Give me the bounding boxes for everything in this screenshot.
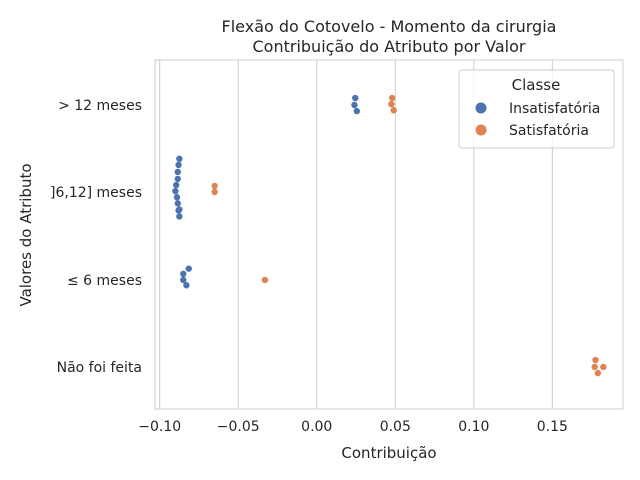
data-point [353,107,361,115]
data-point [180,276,187,284]
legend-label-satisfatoria: Satisfatória [509,123,589,139]
x-tick-label: −0.05 [217,419,260,435]
data-point [185,265,192,272]
x-tick-label: 0.15 [537,419,568,435]
data-point [211,182,218,190]
data-point [352,94,359,102]
data-point [180,270,187,278]
data-point [351,101,358,109]
legend-title: Classe [512,76,561,94]
plot-frame [154,59,624,410]
legend-marker-satisfatoria [475,124,487,136]
data-point [388,94,396,102]
data-point [390,107,397,114]
data-point [388,100,395,108]
legend-label-insatisfatoria: Insatisfatória [509,101,600,117]
x-tick-label: 0.00 [301,419,332,435]
x-tick-label: −0.10 [138,419,181,435]
x-tick-labels: −0.10 −0.05 0.00 0.05 0.10 0.15 [138,419,568,435]
y-tick-label: Não foi feita [57,360,142,376]
y-tick-label: ]6,12] meses [50,185,142,201]
data-point [174,175,181,183]
y-tick-label: ≤ 6 meses [67,273,142,289]
data-point [176,155,183,163]
data-point [176,213,183,220]
legend-marker-insatisfatoria [475,102,487,114]
data-point [211,188,218,196]
legend: Classe Insatisfatória Satisfatória [458,69,615,149]
data-point [592,356,599,364]
data-point [174,200,181,207]
data-point [174,168,181,176]
data-point [261,276,269,284]
data-point [594,369,602,377]
data-point [175,161,182,169]
gridlines [159,60,553,409]
data-point [176,206,183,213]
chart-title-line1: Flexão do Cotovelo - Momento da cirurgia [222,17,557,36]
data-points [172,94,607,377]
data-point [600,363,607,371]
data-point [173,181,180,189]
x-tick-label: 0.10 [458,419,489,435]
data-point [591,363,598,371]
data-point [172,187,179,195]
chart-title-line2: Contribuição do Atributo por Valor [253,37,526,56]
y-tick-label: > 12 meses [58,98,142,114]
x-tick-label: 0.05 [380,419,411,435]
legend-box [458,69,615,149]
data-point [173,194,181,201]
y-axis-label: Valores do Atributo [17,163,35,306]
x-axis-label: Contribuição [341,444,436,462]
data-point [183,282,190,289]
y-tick-labels: > 12 meses ]6,12] meses ≤ 6 meses Não foi f… [50,98,142,376]
